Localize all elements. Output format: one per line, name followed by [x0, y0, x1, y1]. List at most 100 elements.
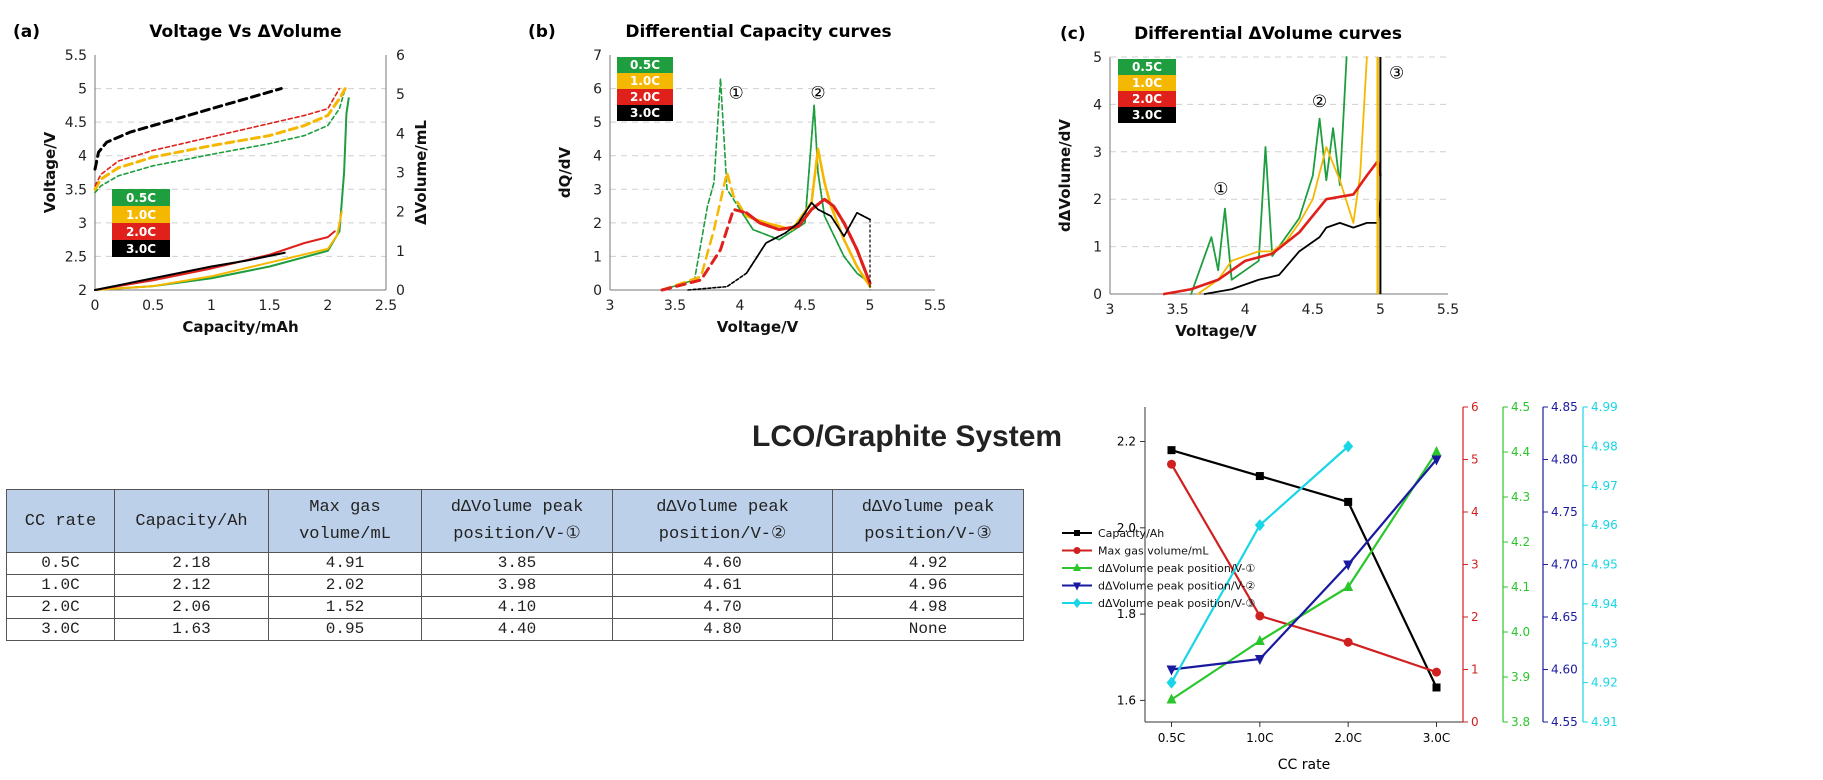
y2-axis-label: ΔVolume/mL — [412, 120, 430, 225]
y-tick-label: 3 — [1093, 145, 1102, 161]
legend-swatch-3.0C — [1118, 107, 1176, 123]
series-line-1.0C — [94, 210, 343, 291]
axis-tick-label-peak2: 4.55 — [1551, 715, 1578, 729]
y-tick-label: 2 — [593, 216, 602, 232]
series-segment-3.0C — [745, 201, 871, 275]
legend-label: Capacity/Ah — [1098, 527, 1164, 540]
data-point — [1343, 440, 1354, 453]
panel-label: (a) — [13, 22, 40, 42]
y-tick-label: 5 — [593, 115, 602, 131]
data-point — [1343, 637, 1353, 647]
legend-label: 0.5C — [126, 191, 156, 205]
table-row: 2.0C 2.06 1.52 4.10 4.70 4.98 — [6, 596, 1024, 619]
table-cell: 4.80 — [612, 618, 833, 641]
y-tick-label: 5 — [1093, 50, 1102, 66]
series-line-1.0C — [93, 87, 347, 191]
y-tick-label: 5.5 — [65, 48, 87, 64]
table-cell: 4.61 — [612, 574, 833, 597]
header-peak-2: dΔVolume peak position/V-② — [612, 489, 833, 553]
y2-tick-label: 6 — [396, 48, 405, 64]
legend-swatch-2.0C — [112, 223, 170, 240]
legend-swatch-3.0C — [617, 105, 673, 121]
x-tick-label: 1.5 — [258, 298, 280, 314]
axis-tick-label-gas: 5 — [1471, 453, 1479, 467]
legend-marker — [1073, 598, 1081, 608]
page-title: LCO/Graphite System — [752, 420, 1063, 453]
axis-tick-label-peak1: 3.8 — [1511, 715, 1530, 729]
chart-title: Voltage Vs ΔVolume — [149, 22, 341, 42]
y-tick-label: 2.2 — [1117, 435, 1136, 449]
y-tick-label: 4 — [593, 149, 602, 165]
x-tick-label: 1.0C — [1246, 731, 1273, 745]
table-cell: 4.98 — [832, 596, 1024, 619]
y-tick-label: 4.5 — [65, 115, 87, 131]
axis-tick-label-peak3: 4.91 — [1591, 715, 1618, 729]
table-cell: 2.18 — [114, 552, 269, 575]
legend-label: 1.0C — [630, 74, 660, 88]
x-tick-label: 2.5 — [375, 298, 397, 314]
y-axis-label: Voltage/V — [41, 131, 59, 213]
data-point — [1254, 635, 1265, 645]
series-line-3.0C — [93, 87, 283, 171]
y2-tick-label: 2 — [396, 205, 405, 221]
legend-label: dΔVolume peak position/V-② — [1098, 580, 1255, 593]
axis-tick-label-peak2: 4.75 — [1551, 505, 1578, 519]
data-point — [1432, 683, 1441, 692]
x-tick-label: 4.5 — [794, 298, 816, 314]
axis-tick-label-peak3: 4.92 — [1591, 676, 1618, 690]
data-point — [1254, 519, 1265, 532]
table-cell: 3.98 — [421, 574, 613, 597]
series-line — [1170, 463, 1438, 674]
legend-label: 1.0C — [1132, 76, 1162, 90]
legend-label: 3.0C — [126, 242, 156, 256]
legend-label: 2.0C — [630, 90, 660, 104]
axis-tick-label-gas: 4 — [1471, 505, 1479, 519]
series-segment-0.5C — [739, 104, 871, 285]
x-tick-label: 1 — [207, 298, 216, 314]
y-tick-label: 0 — [593, 283, 602, 299]
data-point — [1343, 560, 1354, 571]
y-tick-label: 1 — [1093, 240, 1102, 256]
legend-label: 0.5C — [1132, 60, 1162, 74]
header-capacity: Capacity/Ah — [114, 489, 269, 553]
x-tick-label: 3.0C — [1423, 731, 1450, 745]
x-tick-label: 0 — [91, 298, 100, 314]
data-point — [1431, 455, 1442, 466]
y-tick-label: 4 — [1093, 97, 1102, 113]
x-tick-label: 0.5 — [142, 298, 164, 314]
y2-tick-label: 0 — [396, 283, 405, 299]
legend-label: 1.0C — [126, 208, 156, 222]
peak-annotation: ② — [1312, 92, 1327, 112]
legend-label: dΔVolume peak position/V-③ — [1098, 597, 1255, 610]
data-point — [1255, 472, 1264, 481]
x-tick-label: 3 — [606, 298, 615, 314]
data-point — [1167, 446, 1176, 455]
axis-tick-label-peak3: 4.99 — [1591, 400, 1618, 414]
series-segment-2.0C — [745, 197, 872, 285]
series-line — [1170, 449, 1438, 689]
axis-tick-label-peak3: 4.97 — [1591, 479, 1618, 493]
x-tick-label: 4 — [1241, 302, 1250, 318]
chart-title: Differential ΔVolume curves — [1134, 24, 1402, 44]
data-point — [1254, 655, 1265, 665]
chart-panel-cpanel-: 3 3.5 4 4.5 5 5.5 0 1 2 3 4 5 Differential ΔVolume c… — [1056, 24, 1459, 340]
x-tick-label: 5 — [1376, 302, 1385, 318]
series-line-3.0C — [1203, 198, 1382, 295]
data-point — [1166, 693, 1177, 704]
y-tick-label: 2.0 — [1117, 521, 1136, 535]
y-tick-label: 1 — [593, 249, 602, 265]
table-cell: None — [832, 618, 1024, 641]
axis-tick-label-gas: 1 — [1471, 663, 1479, 677]
axis-tick-label-peak2: 4.60 — [1551, 663, 1578, 677]
peak-annotation: ① — [1213, 179, 1228, 199]
table-header-row: CC rate Capacity/Ah Max gas volume/mL dΔ… — [6, 489, 1024, 553]
x-tick-label: 2 — [323, 298, 332, 314]
table-cell: 4.60 — [612, 552, 833, 575]
x-tick-label: 2.0C — [1334, 731, 1361, 745]
y-tick-label: 3 — [78, 216, 87, 232]
axis-tick-label-peak3: 4.96 — [1591, 518, 1618, 532]
series-line-0.5C — [94, 87, 347, 194]
axis-tick-label-peak3: 4.94 — [1591, 597, 1618, 611]
series-line-1.0C — [1196, 56, 1368, 295]
axis-tick-label-peak3: 4.98 — [1591, 439, 1618, 453]
